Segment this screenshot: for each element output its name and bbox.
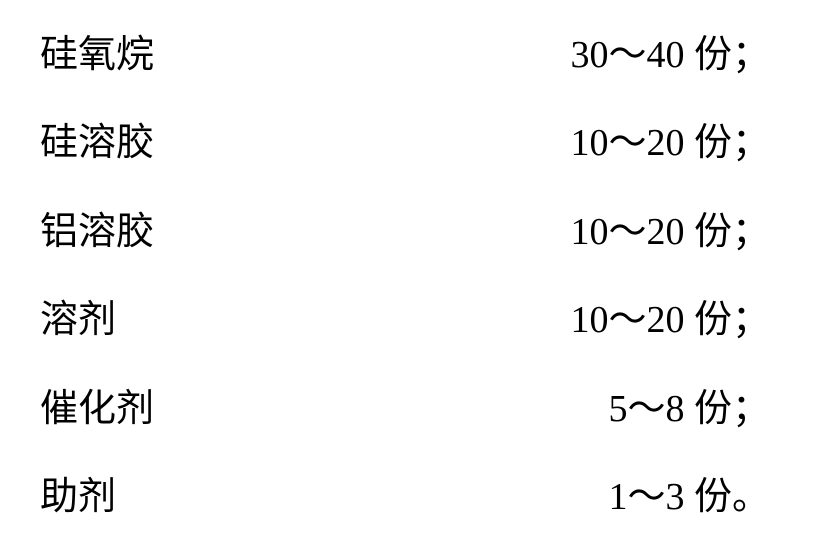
ingredient-label: 硅溶胶 (40, 124, 154, 162)
ingredient-label: 硅氧烷 (40, 36, 154, 74)
ingredient-row: 硅氧烷 30～40 份； (40, 36, 770, 74)
ingredient-label: 催化剂 (40, 390, 154, 428)
ingredient-value: 10～20 份； (570, 124, 770, 162)
ingredient-value: 10～20 份； (570, 213, 770, 251)
ingredient-row: 溶剂 10～20 份； (40, 301, 770, 339)
ingredient-label: 助剂 (40, 478, 116, 516)
ingredient-label: 溶剂 (40, 301, 116, 339)
ingredient-row: 助剂 1～3 份。 (40, 478, 770, 516)
ingredient-label: 铝溶胶 (40, 213, 154, 251)
ingredient-value: 10～20 份； (570, 301, 770, 339)
ingredient-row: 铝溶胶 10～20 份； (40, 213, 770, 251)
ingredient-value: 1～3 份。 (608, 478, 770, 516)
ingredient-row: 硅溶胶 10～20 份； (40, 124, 770, 162)
ingredient-value: 30～40 份； (570, 36, 770, 74)
ingredient-list: 硅氧烷 30～40 份； 硅溶胶 10～20 份； 铝溶胶 10～20 份； 溶… (0, 0, 820, 552)
ingredient-value: 5～8 份； (608, 390, 770, 428)
ingredient-row: 催化剂 5～8 份； (40, 390, 770, 428)
